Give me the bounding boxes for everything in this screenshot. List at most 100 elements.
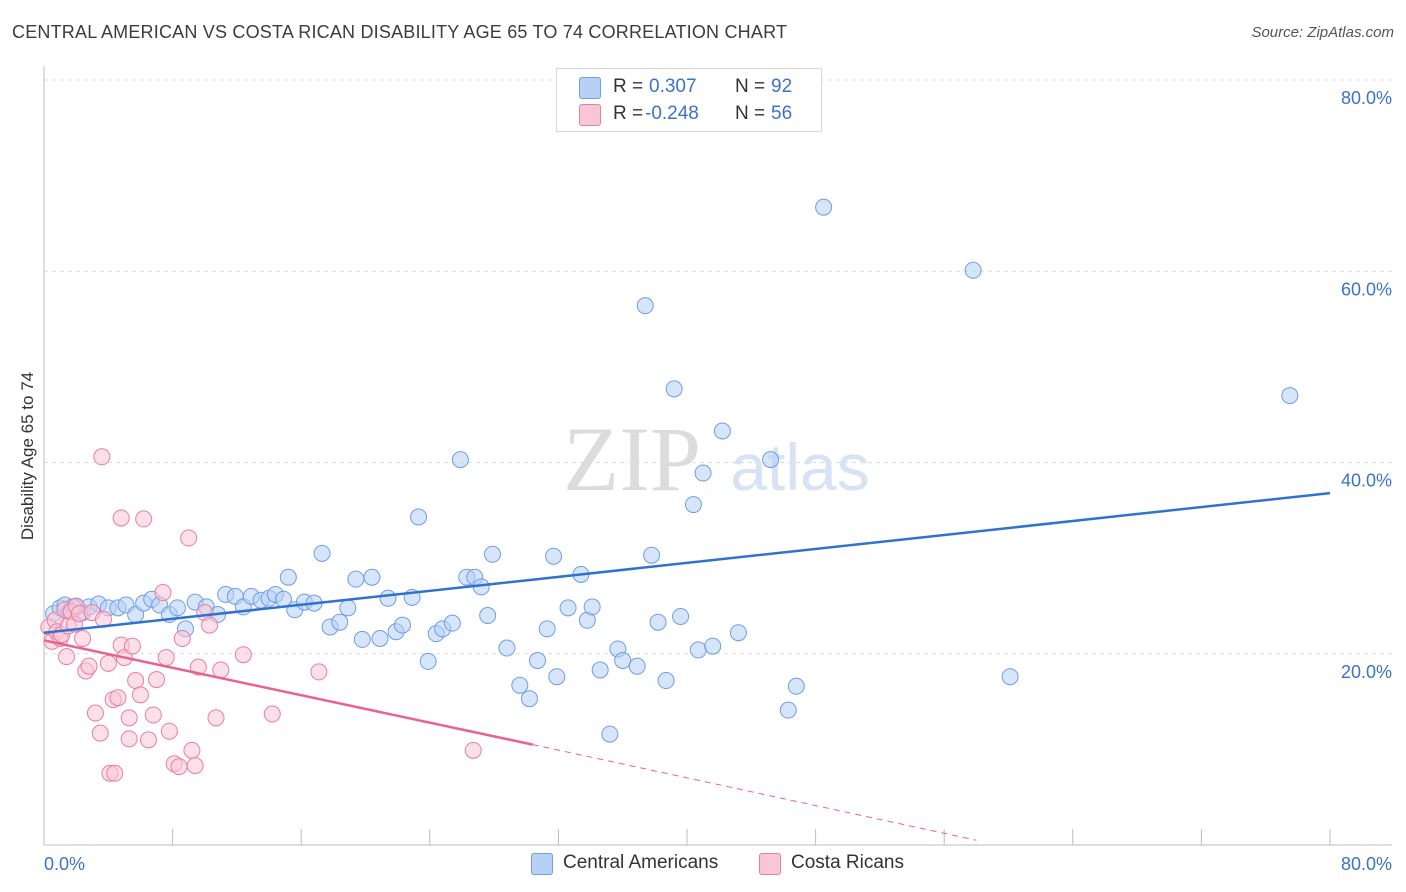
central-americans-point: [614, 651, 632, 669]
costa-ricans-point: [139, 731, 157, 749]
central-americans-point: [591, 661, 609, 679]
source-label: Source: ZipAtlas.com: [1251, 24, 1394, 41]
central-americans-point: [657, 672, 675, 690]
central-americans-point: [729, 624, 747, 642]
central-americans-point: [538, 620, 556, 638]
x-tick-label: 0.0%: [44, 854, 85, 874]
central-americans-point: [665, 380, 683, 398]
central-americans-point: [628, 657, 646, 675]
costa-ricans-point: [99, 654, 117, 672]
central-americans-point: [498, 639, 516, 657]
central-americans-point: [636, 297, 654, 315]
bottom-legend-label: Central Americans: [563, 852, 719, 873]
grid-layer: [44, 79, 1392, 655]
central-americans-point: [964, 261, 982, 279]
central-americans-point: [529, 651, 547, 669]
central-americans-point: [371, 629, 389, 647]
central-americans-point: [379, 589, 397, 607]
central-americans-point: [672, 607, 690, 625]
costa-ricans-trendline-extension: [532, 744, 977, 841]
central-americans-point: [353, 630, 371, 648]
costa-ricans-point: [234, 646, 252, 664]
costa-ricans-point: [186, 757, 204, 775]
central-americans-point: [331, 613, 349, 631]
central-americans-point: [483, 545, 501, 563]
x-tick-label: 80.0%: [1341, 854, 1392, 874]
costa-ricans-point: [263, 705, 281, 723]
legend-r-value: -0.248: [645, 103, 699, 124]
central-americans-point: [649, 613, 667, 631]
costa-ricans-point: [123, 637, 141, 655]
legend-n-label: N =: [735, 76, 766, 97]
bottom-legend-label: Costa Ricans: [791, 852, 904, 873]
y-tick-label: 60.0%: [1341, 279, 1392, 299]
central-americans-point: [559, 599, 577, 617]
central-americans-point: [339, 599, 357, 617]
costa-ricans-point: [154, 584, 172, 602]
central-americans-point: [419, 652, 437, 670]
y-axis-label: Disability Age 65 to 74: [18, 371, 37, 541]
costa-ricans-point: [170, 758, 188, 776]
legend-n-value: 92: [771, 76, 793, 97]
costa-ricans-point: [58, 648, 76, 666]
watermark-zip: ZIP: [563, 408, 701, 510]
legend-r-label: R =: [613, 76, 644, 97]
central-americans-point: [689, 641, 707, 659]
legend-r-value: 0.307: [649, 76, 697, 97]
costa-ricans-point: [189, 658, 207, 676]
tick-label-layer: 20.0% 40.0% 60.0% 80.0% 0.0% 80.0%: [44, 88, 1392, 874]
costa-ricans-point: [80, 657, 98, 675]
central-americans-point: [1281, 387, 1299, 405]
y-tick-label: 80.0%: [1341, 88, 1392, 108]
central-americans-point: [393, 616, 411, 634]
central-americans-point: [520, 690, 538, 708]
central-americans-point: [1001, 668, 1019, 686]
central-americans-point: [583, 598, 601, 616]
costa-ricans-point: [157, 649, 175, 667]
central-americans-point: [363, 568, 381, 586]
central-americans-point: [713, 422, 731, 440]
legend-n-label: N =: [735, 103, 766, 124]
costa-ricans-point: [91, 724, 109, 742]
central-americans-point: [684, 496, 702, 514]
costa-ricans-point: [135, 510, 153, 528]
central-americans-point: [601, 725, 619, 743]
costa-ricans-point: [127, 672, 145, 690]
central-americans-point: [545, 547, 563, 565]
trend-layer: [43, 491, 1331, 841]
costa-ricans-trendline: [43, 639, 533, 746]
costa-ricans-point: [93, 448, 111, 466]
central-americans-trendline: [43, 491, 1331, 634]
legend-swatch-blue: [579, 77, 601, 99]
central-americans-point: [479, 607, 497, 624]
costa-ricans-point: [148, 671, 166, 689]
costa-ricans-point: [144, 706, 162, 724]
costa-ricans-point: [131, 686, 149, 704]
costa-ricans-point: [120, 730, 138, 748]
bottom-legend-swatch-pink: [759, 853, 781, 875]
central-americans-point: [443, 614, 461, 632]
costa-ricans-point: [106, 764, 124, 782]
costa-ricans-point: [310, 663, 328, 681]
central-americans-point: [787, 677, 805, 695]
central-americans-point: [779, 701, 797, 719]
watermark: ZIP atlas: [563, 408, 870, 510]
central-americans-point: [643, 546, 661, 564]
costa-ricans-point: [173, 629, 191, 647]
costa-ricans-point: [112, 509, 130, 527]
watermark-atlas: atlas: [730, 430, 869, 504]
correlation-legend: R = 0.307 N = 92 R = -0.248 N = 56: [556, 68, 822, 132]
costa-ricans-point: [201, 616, 219, 634]
axis-layer: [43, 66, 1392, 846]
central-americans-point: [815, 198, 833, 216]
central-americans-point: [347, 570, 365, 588]
costa-ricans-point: [207, 709, 225, 727]
central-americans-point: [279, 568, 297, 586]
costa-ricans-point: [183, 741, 201, 759]
bottom-legend-swatch-blue: [531, 853, 553, 875]
costa-ricans-point: [109, 689, 127, 707]
central-americans-point: [410, 508, 428, 526]
central-americans-point: [313, 544, 331, 562]
costa-ricans-point: [86, 704, 104, 722]
